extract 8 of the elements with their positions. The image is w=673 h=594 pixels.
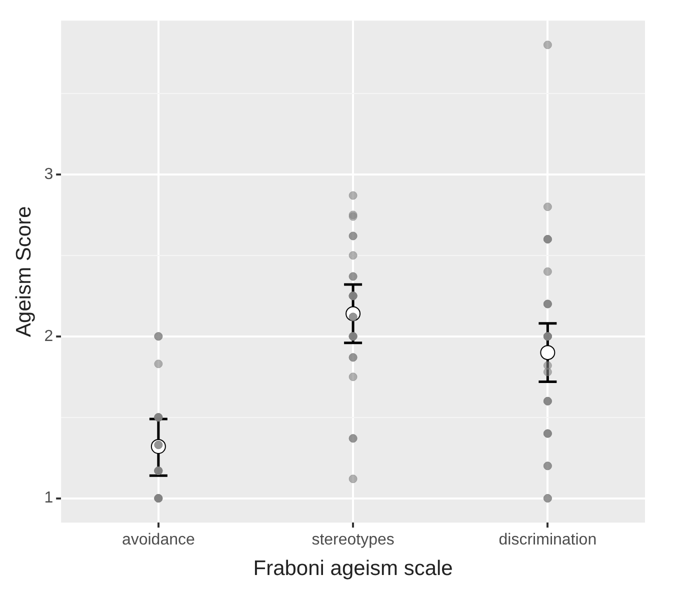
y-tick-label: 2 [44, 328, 54, 345]
x-tick-label: discrimination [498, 532, 597, 549]
y-tick-label: 3 [44, 166, 54, 183]
x-tick-label: avoidance [122, 532, 195, 549]
y-axis-title: Ageism Score [12, 206, 36, 337]
x-axis-title: Fraboni ageism scale [253, 557, 453, 580]
x-tick-label: stereotypes [312, 532, 394, 549]
y-tick-label: 1 [44, 490, 54, 507]
